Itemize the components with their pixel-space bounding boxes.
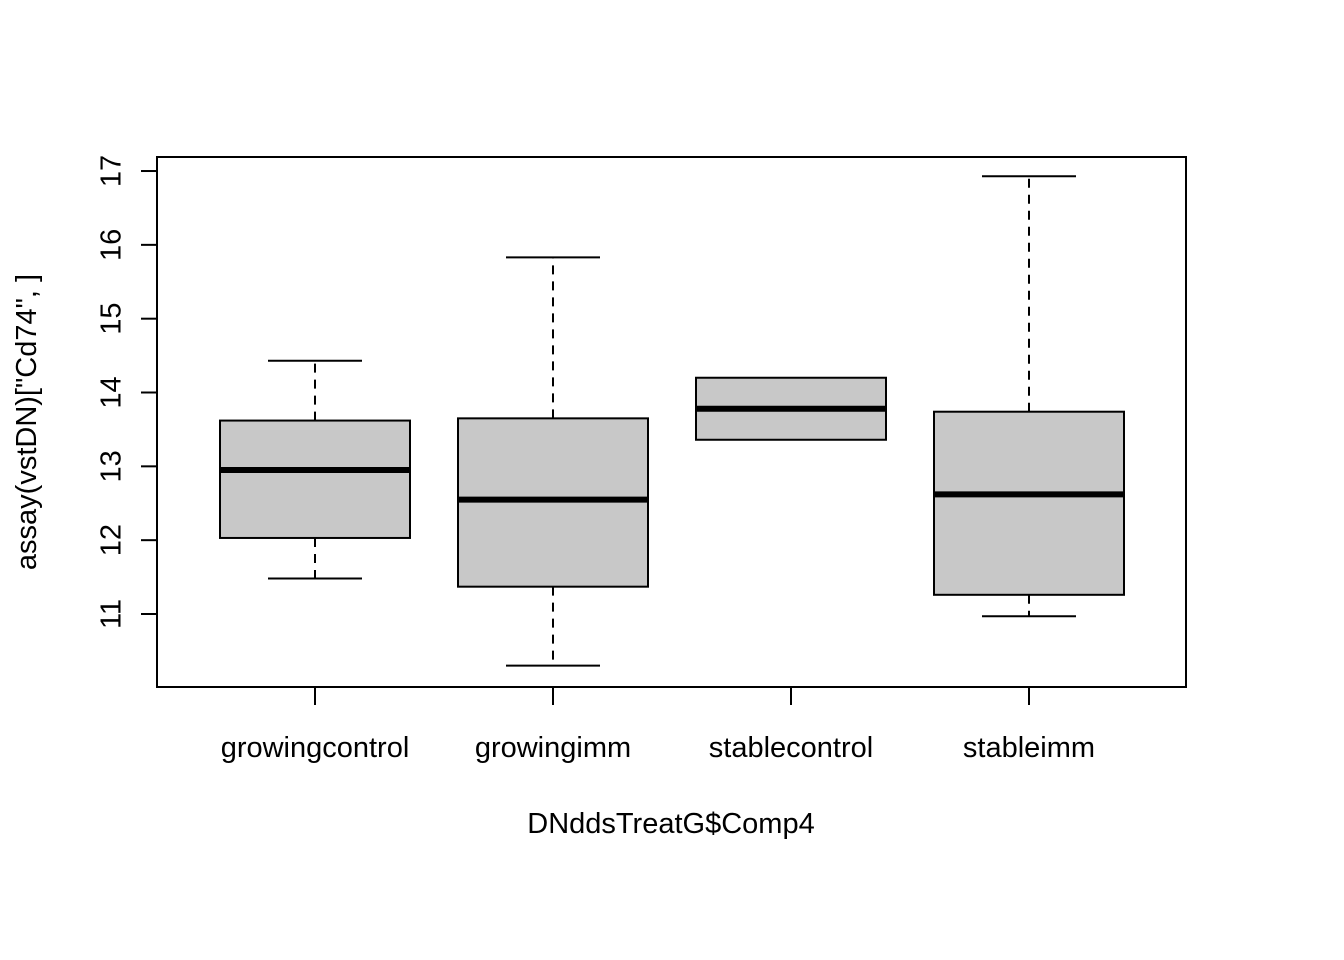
y-tick-label: 11 <box>96 599 128 629</box>
y-tick-label: 14 <box>96 376 128 408</box>
x-tick-label: stablecontrol <box>709 732 873 764</box>
x-tick-label: stableimm <box>963 732 1095 764</box>
y-tick-label: 17 <box>96 155 128 187</box>
box-iqr <box>219 419 411 539</box>
y-tick-label: 12 <box>96 524 128 556</box>
box-stablecontrol <box>695 376 887 441</box>
boxes <box>219 175 1125 667</box>
x-axis-title: DNddsTreatG$Comp4 <box>527 808 814 840</box>
x-tick-label: growingimm <box>475 732 631 764</box>
y-axis-title: assay(vstDN)["Cd74", ] <box>11 274 43 570</box>
y-tick-label: 16 <box>96 229 128 261</box>
y-tick-label: 13 <box>96 450 128 482</box>
x-axis: growingcontrol growingimm stablecontrol sta… <box>221 687 1095 764</box>
box-growingimm <box>457 256 649 667</box>
box-growingcontrol <box>219 359 411 580</box>
y-axis: 11 12 13 14 15 16 17 <box>96 155 158 629</box>
box-iqr <box>933 410 1125 596</box>
x-tick-label: growingcontrol <box>221 732 410 764</box>
box-stableimm <box>933 175 1125 618</box>
y-tick-label: 15 <box>96 303 128 335</box>
